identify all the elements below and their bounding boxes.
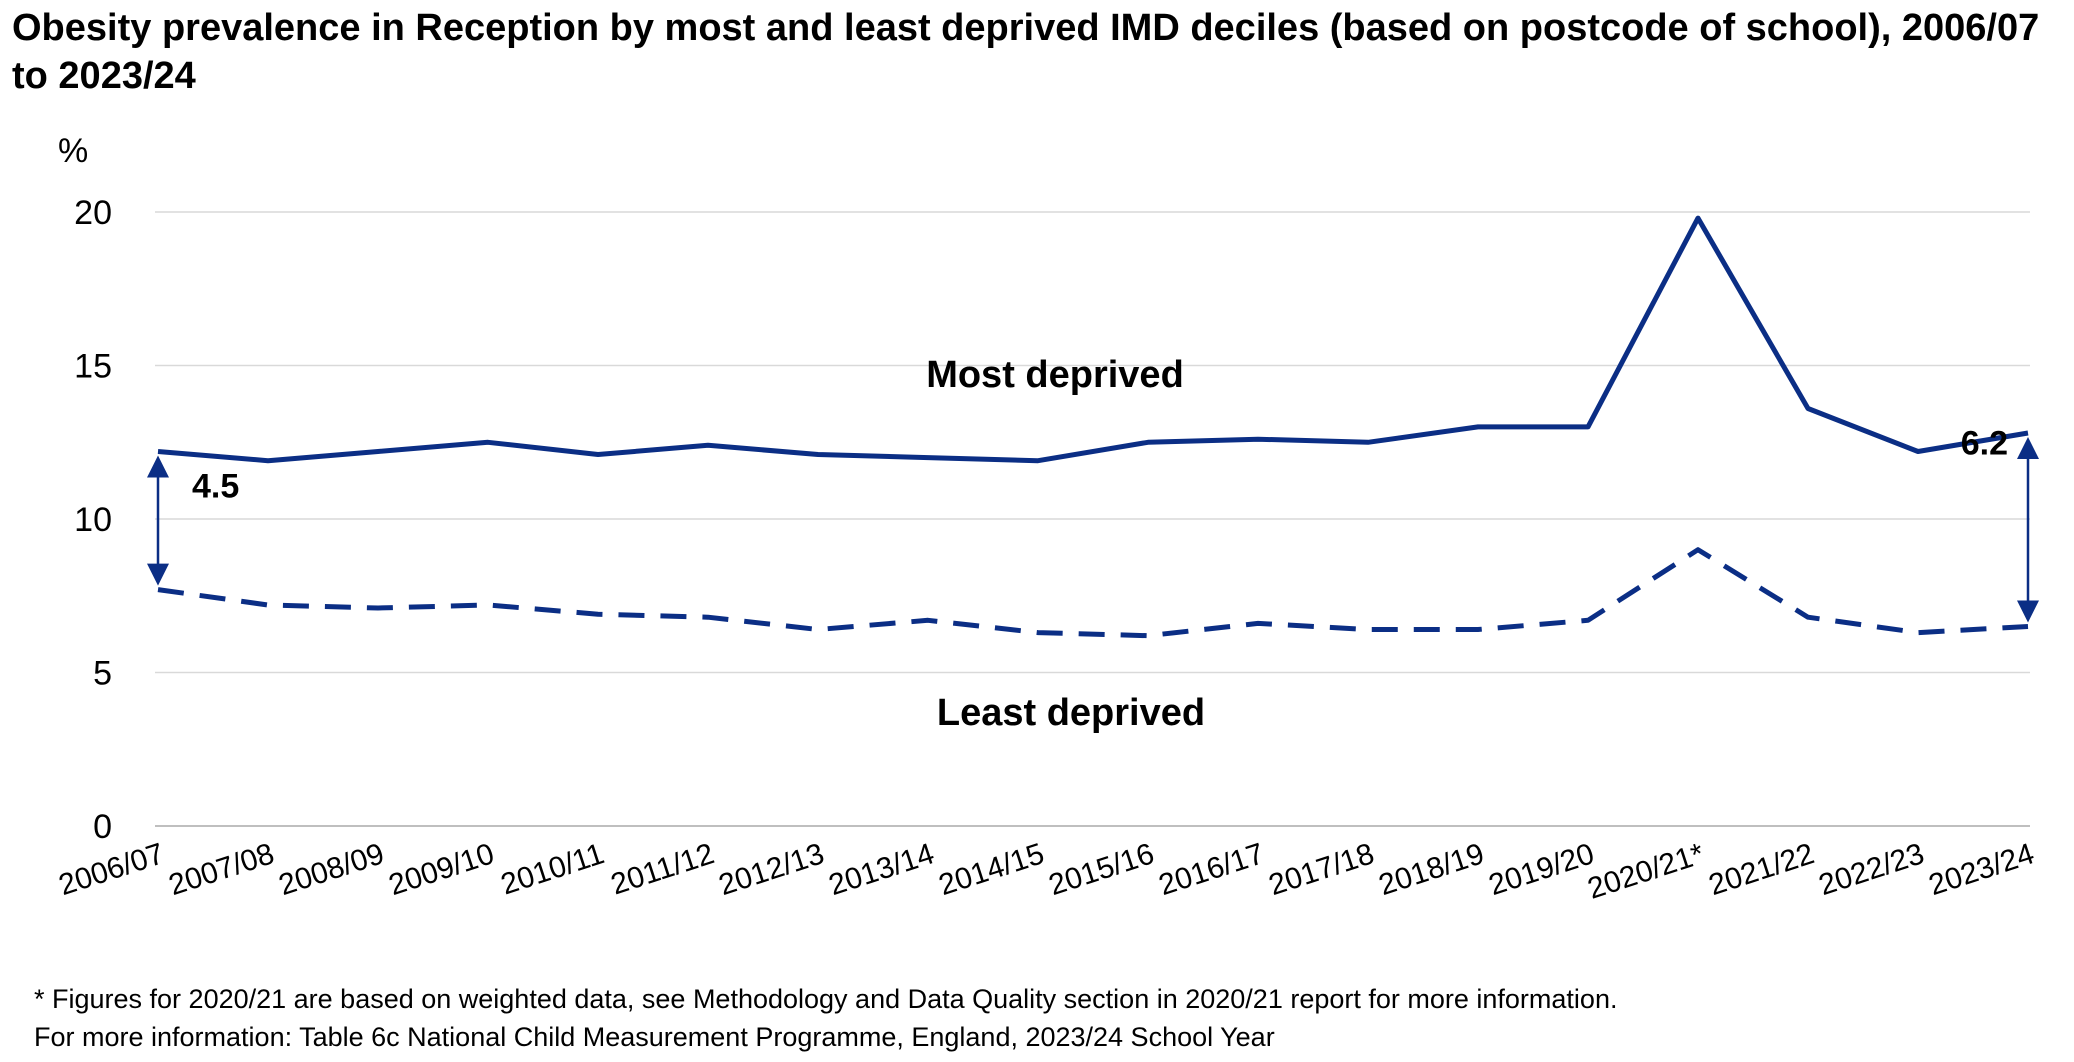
arrowhead-down	[147, 563, 169, 586]
arrowhead-up	[147, 455, 169, 478]
x-tick-label: 2012/13	[715, 837, 828, 902]
y-tick-label: 0	[93, 808, 112, 846]
series-lines	[157, 215, 2029, 639]
y-tick-label: 20	[74, 194, 112, 232]
arrowhead-down	[2017, 600, 2039, 623]
x-tick-label: 2019/20	[1485, 837, 1598, 902]
x-tick-label: 2018/19	[1375, 837, 1488, 902]
series-line-least-deprived	[157, 547, 2029, 639]
x-tick-label: 2020/21*	[1584, 837, 1709, 906]
x-tick-label: 2017/18	[1265, 837, 1378, 902]
arrowhead-up	[2017, 437, 2039, 460]
gap-annotations: 4.5 6.2	[147, 425, 2039, 623]
label-background	[841, 675, 1301, 747]
x-tick-label: 2016/17	[1155, 837, 1268, 902]
gap-label: 4.5	[192, 468, 239, 506]
gridlines	[155, 211, 2030, 827]
y-tick-label: 5	[93, 655, 112, 693]
x-tick-label: 2010/11	[497, 837, 608, 901]
x-tick-label: 2015/16	[1045, 837, 1158, 902]
series-labels: Most deprived Least deprived	[841, 354, 1301, 747]
x-tick-label: 2006/07	[55, 837, 168, 902]
y-tick-label: 10	[74, 501, 112, 539]
series-label: Least deprived	[937, 692, 1205, 734]
x-tick-label: 2013/14	[825, 837, 938, 902]
x-tick-label: 2022/23	[1815, 837, 1928, 902]
footnote-source: For more information: Table 6c National …	[34, 1022, 1275, 1052]
x-axis: 2006/072007/082008/092009/102010/112011/…	[55, 837, 2038, 906]
x-tick-label: 2007/08	[165, 837, 278, 902]
gap-label: 6.2	[1961, 425, 2008, 463]
gap-arrow: 6.2	[1961, 425, 2039, 623]
y-axis: 0 5 10 15 20	[74, 194, 112, 846]
footnote-weighted-data: * Figures for 2020/21 are based on weigh…	[34, 984, 1618, 1014]
gap-arrow: 4.5	[147, 455, 239, 586]
y-axis-label: %	[58, 132, 88, 170]
series-label: Most deprived	[926, 354, 1184, 396]
x-tick-label: 2008/09	[275, 837, 388, 902]
x-tick-label: 2023/24	[1925, 837, 2038, 902]
x-tick-label: 2021/22	[1705, 837, 1818, 902]
chart-title: Obesity prevalence in Reception by most …	[12, 7, 2040, 97]
y-tick-label: 15	[74, 348, 112, 386]
x-tick-label: 2011/12	[607, 837, 718, 901]
x-tick-label: 2009/10	[385, 837, 498, 902]
x-tick-label: 2014/15	[935, 837, 1048, 902]
series-line-most-deprived	[157, 215, 2029, 464]
